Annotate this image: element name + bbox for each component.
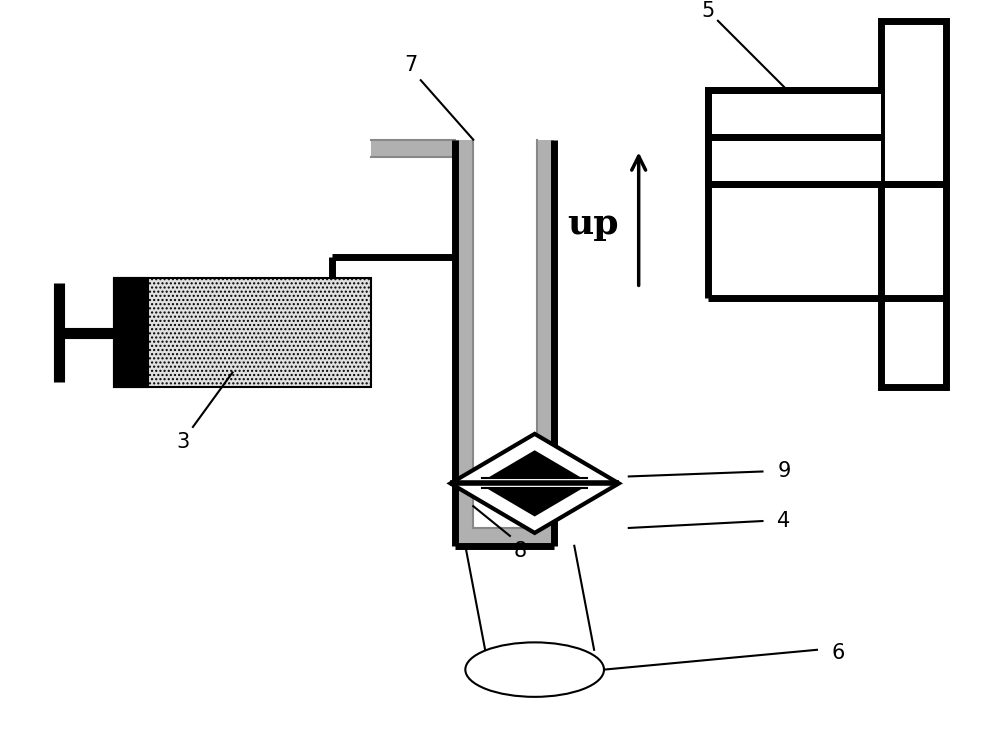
Text: 7: 7 — [404, 55, 417, 76]
Bar — [537, 139, 554, 546]
Polygon shape — [482, 484, 587, 514]
Polygon shape — [450, 434, 619, 533]
Bar — [708, 90, 881, 184]
Polygon shape — [482, 453, 587, 484]
Text: 5: 5 — [701, 1, 715, 21]
Bar — [455, 528, 554, 546]
Bar — [371, 139, 455, 158]
Text: 6: 6 — [832, 643, 845, 663]
Text: 4: 4 — [777, 511, 791, 531]
Bar — [455, 139, 473, 546]
Ellipse shape — [465, 642, 604, 697]
Text: 8: 8 — [513, 541, 526, 561]
Bar — [482, 479, 587, 488]
Text: 9: 9 — [777, 462, 791, 482]
Bar — [114, 278, 371, 388]
Text: 3: 3 — [176, 432, 190, 452]
Bar — [881, 21, 946, 388]
Text: up: up — [567, 207, 619, 241]
Bar — [114, 278, 148, 388]
